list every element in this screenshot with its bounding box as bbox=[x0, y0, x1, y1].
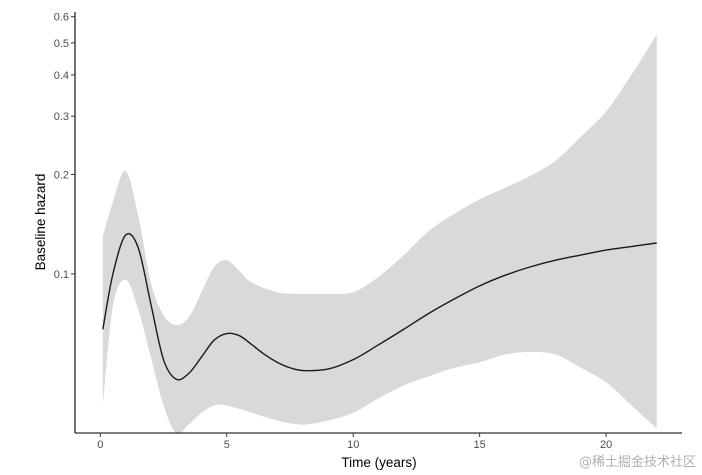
x-tick-label: 10 bbox=[347, 439, 359, 451]
y-tick-label: 0.3 bbox=[54, 111, 69, 123]
confidence-band bbox=[102, 34, 657, 434]
y-tick-label: 0.2 bbox=[54, 169, 69, 181]
y-axis-title: Baseline hazard bbox=[33, 174, 48, 271]
y-tick-label: 0.5 bbox=[54, 38, 69, 50]
watermark: @稀土掘金技术社区 bbox=[579, 454, 696, 470]
y-tick-label: 0.1 bbox=[54, 269, 69, 281]
x-tick-label: 15 bbox=[474, 439, 486, 451]
y-tick-label: 0.6 bbox=[54, 12, 69, 24]
plot-area bbox=[102, 34, 657, 434]
x-axis-title: Time (years) bbox=[341, 455, 416, 470]
x-tick-label: 5 bbox=[224, 439, 230, 451]
y-tick-label: 0.4 bbox=[54, 70, 69, 82]
x-tick-label: 20 bbox=[600, 439, 612, 451]
hazard-line bbox=[102, 232, 657, 381]
axes: 0 5 10 15 20 0.1 0.2 0.3 0.4 0.5 0.6 bbox=[54, 12, 682, 451]
x-tick-label: 0 bbox=[97, 439, 103, 451]
